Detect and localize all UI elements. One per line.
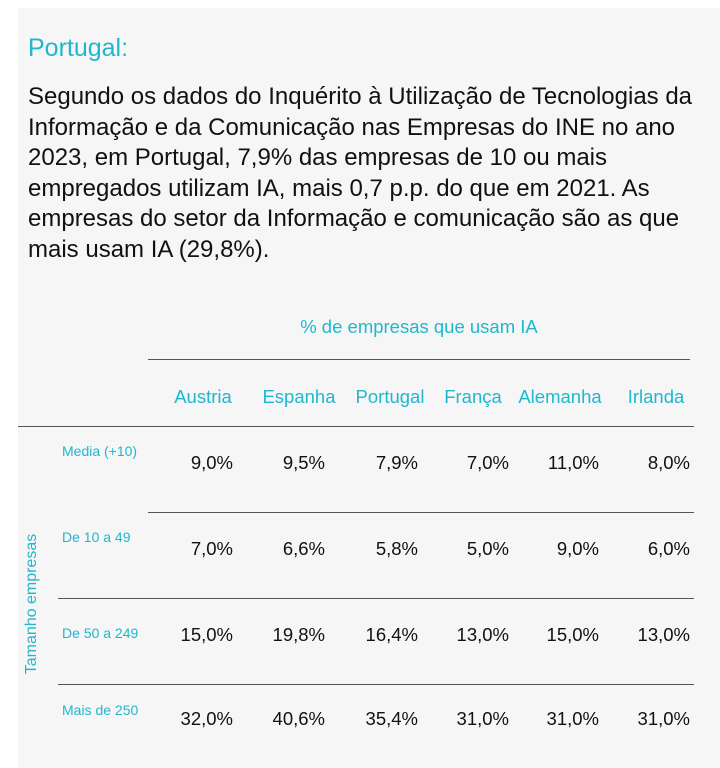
- table-cell: 40,6%: [272, 708, 325, 729]
- row-divider: [58, 684, 694, 685]
- table-cell: 5,8%: [375, 538, 418, 559]
- table-cell: 9,0%: [190, 452, 233, 473]
- row-group-label: Tamanho empresas: [23, 533, 40, 675]
- column-header-alemanha: Alemanha: [518, 386, 602, 407]
- table-cell: 7,0%: [190, 538, 233, 559]
- row-header-mais-250: Mais de 250: [62, 702, 139, 718]
- table-cell: 16,4%: [365, 624, 418, 645]
- column-header-irlanda: Irlanda: [627, 386, 685, 407]
- row-divider: [148, 512, 694, 513]
- table-cell: 11,0%: [547, 452, 599, 473]
- table-title: % de empresas que usam IA: [300, 316, 538, 337]
- table-cell: 35,4%: [365, 708, 418, 729]
- table-cell: 32,0%: [180, 708, 233, 729]
- table-cell: 7,9%: [375, 452, 418, 473]
- column-header-espanha: Espanha: [262, 386, 336, 407]
- section-heading: Portugal:: [28, 34, 129, 62]
- table-cell: 5,0%: [466, 538, 509, 559]
- table-cell: 9,5%: [282, 452, 325, 473]
- row-header-media: Media (+10): [62, 443, 138, 459]
- column-header-franca: França: [444, 386, 502, 407]
- row-divider: [58, 598, 694, 599]
- table-cell: 15,0%: [180, 624, 233, 645]
- table-cell: 9,0%: [556, 538, 599, 559]
- column-header-portugal: Portugal: [355, 386, 425, 407]
- table-cell: 13,0%: [637, 624, 690, 645]
- body-paragraph: Segundo os dados do Inquérito à Utilizaç…: [28, 83, 693, 263]
- header-rule: [18, 426, 694, 427]
- table-cell: 7,0%: [466, 452, 509, 473]
- table-cell: 31,0%: [456, 708, 509, 729]
- row-header-50-249: De 50 a 249: [62, 625, 139, 641]
- content-panel: [18, 8, 720, 768]
- row-header-10-49: De 10 a 49: [62, 529, 131, 545]
- title-rule: [148, 359, 690, 360]
- table-cell: 15,0%: [546, 624, 599, 645]
- table-cell: 6,6%: [282, 538, 325, 559]
- column-header-austria: Austria: [174, 386, 232, 407]
- table-cell: 19,8%: [272, 624, 325, 645]
- table-cell: 31,0%: [637, 708, 690, 729]
- table-cell: 13,0%: [456, 624, 509, 645]
- table-cell: 8,0%: [647, 452, 690, 473]
- table-cell: 31,0%: [546, 708, 599, 729]
- table-cell: 6,0%: [647, 538, 690, 559]
